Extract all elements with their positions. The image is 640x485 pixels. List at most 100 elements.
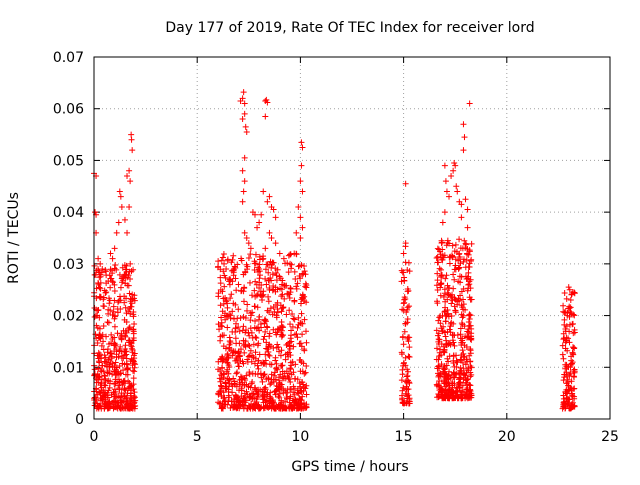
data-point [118,405,125,412]
data-point [113,229,120,236]
data-point [457,325,464,332]
data-point [449,337,456,344]
data-point [463,381,470,388]
data-point [216,326,223,333]
data-point [456,384,463,391]
data-point [236,353,243,360]
data-point [561,371,568,378]
data-point [261,333,268,340]
data-point [260,371,267,378]
data-point [245,383,252,390]
data-point [263,323,270,330]
data-point [128,296,135,303]
data-point [283,311,290,318]
data-point [454,389,461,396]
data-point [456,264,463,271]
data-point [443,375,450,382]
data-point [269,271,276,278]
data-point [109,371,116,378]
data-point [257,272,264,279]
data-point [297,178,304,185]
data-point [458,320,465,327]
data-point [278,347,285,354]
data-point [270,283,277,290]
data-point [270,345,277,352]
data-point [266,330,273,337]
data-point [218,319,225,326]
data-point [442,275,449,282]
data-point [263,345,270,352]
data-point [403,385,410,392]
data-point [111,245,118,252]
data-point [298,262,305,269]
data-point [461,134,468,141]
chart-title: Day 177 of 2019, Rate Of TEC Index for r… [165,20,534,36]
data-point [258,374,265,381]
data-point [433,327,440,334]
data-point [262,245,269,252]
data-point [252,260,259,267]
data-point [101,352,108,359]
data-point [291,298,298,305]
data-point [236,328,243,335]
data-point [224,304,231,311]
data-point [291,250,298,257]
data-point [264,397,271,404]
data-point [247,347,254,354]
data-point [254,362,261,369]
data-point [124,229,131,236]
data-point [566,303,573,310]
data-point [401,277,408,284]
data-point [400,384,407,391]
data-point [464,328,471,335]
data-point [467,285,474,292]
data-point [232,335,239,342]
data-point [129,346,136,353]
data-point [119,264,126,271]
data-point [246,342,253,349]
data-point [233,287,240,294]
data-point [561,290,568,297]
data-point [115,297,122,304]
data-point [441,209,448,216]
data-point [454,392,461,399]
data-point [234,315,241,322]
data-point [439,393,446,400]
data-point [285,269,292,276]
data-point [445,313,452,320]
data-point [127,383,134,390]
data-point [262,318,269,325]
data-point [449,254,456,261]
data-point [118,203,125,210]
data-point [99,362,106,369]
data-point [398,349,405,356]
data-point [405,400,412,407]
data-point [437,312,444,319]
data-point [452,307,459,314]
data-point [227,295,234,302]
data-point [434,253,441,260]
data-point [241,178,248,185]
data-point [217,337,224,344]
data-point [444,376,451,383]
data-point [462,264,469,271]
data-point [259,392,266,399]
data-point [563,295,570,302]
data-point [226,344,233,351]
data-point [438,266,445,273]
x-tick-label: 5 [193,429,202,445]
data-point [405,392,412,399]
data-point [565,284,572,291]
data-point [466,294,473,301]
data-point [240,288,247,295]
data-point [439,246,446,253]
data-point [462,273,469,280]
data-point [252,293,259,300]
data-point [563,323,570,330]
data-point [440,294,447,301]
data-point [250,341,257,348]
data-point [98,342,105,349]
data-point [258,211,265,218]
data-point [444,237,451,244]
data-point [443,391,450,398]
